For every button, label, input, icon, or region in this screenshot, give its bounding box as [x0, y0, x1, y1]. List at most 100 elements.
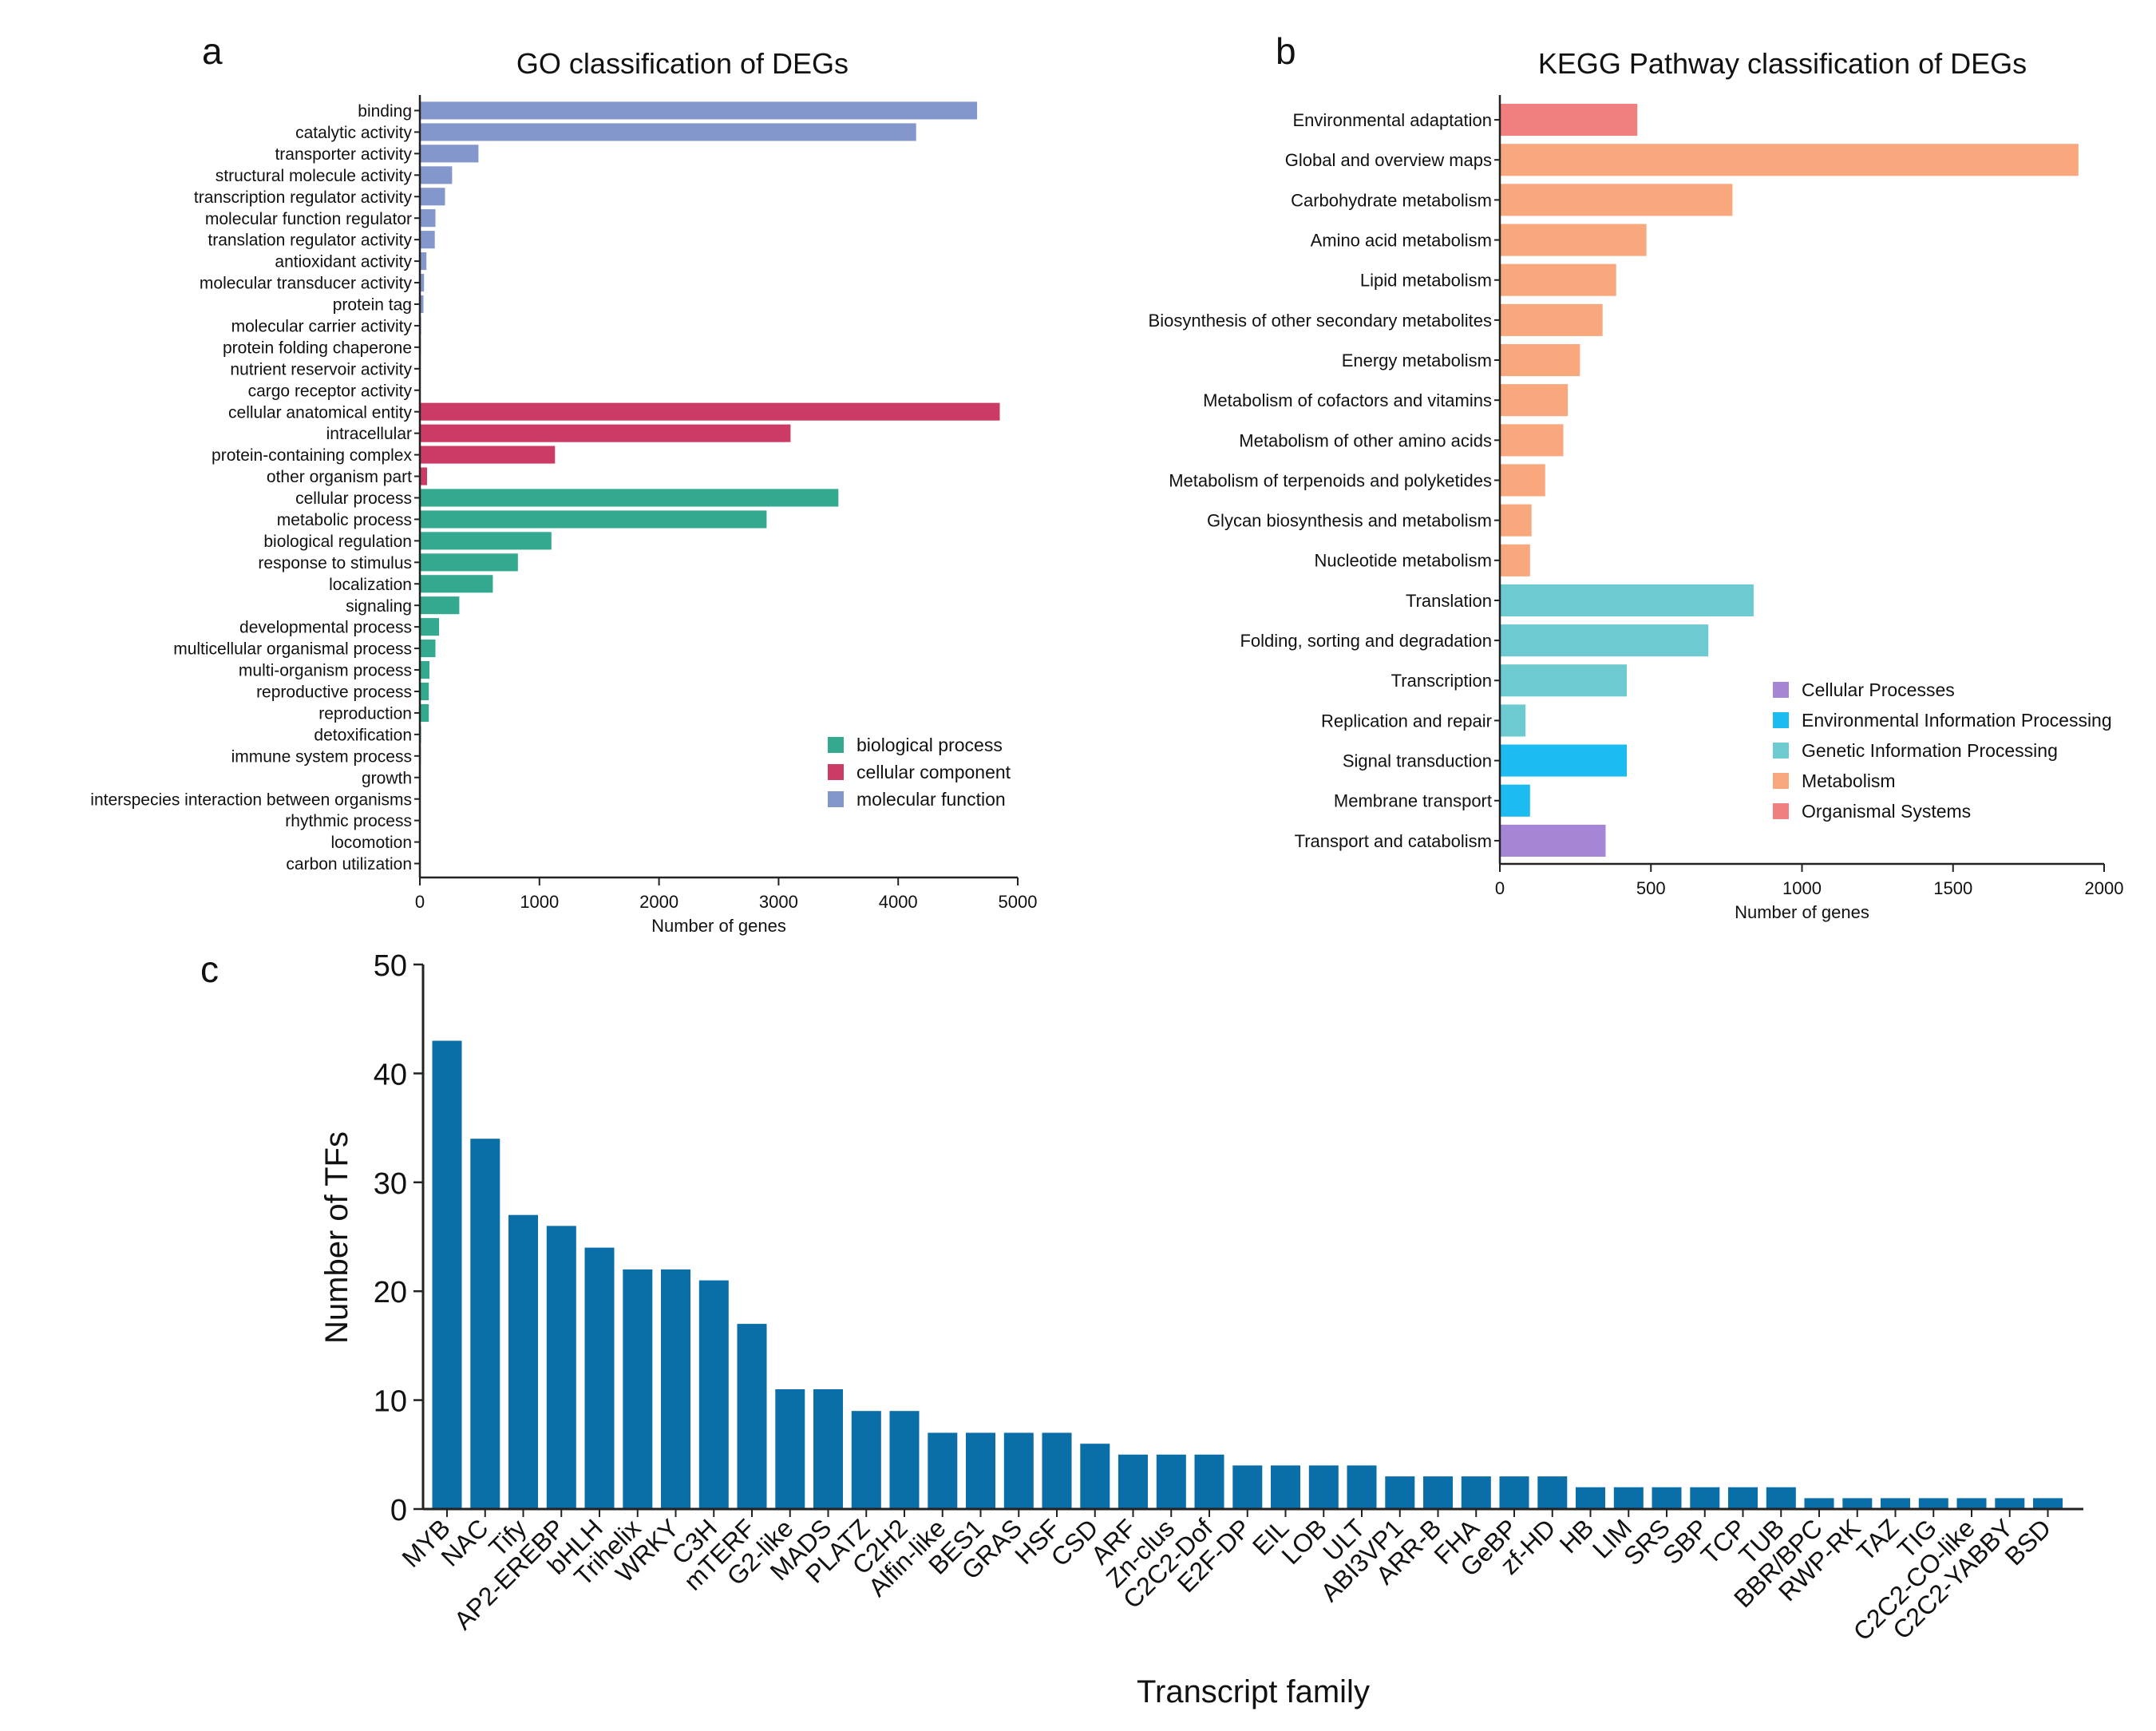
legend-swatch [1773, 773, 1789, 789]
bar [1652, 1487, 1682, 1509]
category-label: Membrane transport [1334, 791, 1492, 811]
category-label: immune system process [231, 747, 412, 766]
bar [1156, 1454, 1186, 1509]
bar [1271, 1465, 1300, 1509]
bar [1500, 704, 1526, 737]
bar [420, 231, 435, 249]
bar [1804, 1498, 1834, 1509]
bar [623, 1269, 653, 1509]
bar [420, 188, 445, 206]
bar [420, 252, 427, 271]
category-label: carbon utilization [286, 855, 412, 873]
chart-title: KEGG Pathway classification of DEGs [1538, 47, 2027, 80]
bar [928, 1432, 958, 1509]
category-label: protein-containing complex [212, 446, 412, 465]
bar [1500, 344, 1580, 377]
category-label: protein folding chaperone [223, 339, 412, 357]
category-label: molecular function regulator [205, 210, 412, 228]
category-label: Lipid metabolism [1360, 271, 1492, 291]
category-label: other organism part [267, 468, 412, 486]
bar [1500, 744, 1627, 777]
bar [420, 661, 429, 679]
panel-a-letter: a [202, 30, 223, 72]
bar [966, 1432, 995, 1509]
legend-label: cellular component [856, 762, 1011, 782]
x-tick-label: 2000 [2085, 878, 2124, 898]
bar [420, 618, 439, 636]
legend-label: Environmental Information Processing [1802, 710, 2112, 731]
legend-label: Metabolism [1802, 770, 1896, 791]
legend-swatch [1773, 682, 1789, 698]
y-tick-label: 40 [374, 1058, 407, 1091]
category-label: cargo receptor activity [248, 382, 413, 400]
bar [1500, 184, 1733, 216]
bar [1728, 1487, 1758, 1509]
category-label: Environmental adaptation [1293, 110, 1493, 130]
bar [1194, 1454, 1224, 1509]
category-label: transporter activity [275, 145, 412, 164]
bar [1842, 1498, 1873, 1509]
bar [432, 1040, 462, 1509]
legend-swatch [828, 764, 844, 780]
legend-swatch [1773, 743, 1789, 759]
bar [420, 295, 424, 313]
category-label: translation regulator activity [208, 232, 412, 250]
x-tick-label: 0 [1495, 878, 1505, 898]
category-label: intracellular [326, 425, 412, 443]
category-label: Folding, sorting and degradation [1240, 631, 1492, 651]
bar [420, 575, 493, 593]
category-label: interspecies interaction between organis… [90, 790, 412, 809]
x-tick-label: 0 [415, 892, 425, 912]
bar [1118, 1454, 1148, 1509]
bar [420, 467, 427, 485]
bar [1500, 544, 1530, 576]
bar [546, 1226, 576, 1509]
bar [1500, 104, 1638, 137]
category-label: Translation [1406, 591, 1492, 611]
y-tick-label: 0 [390, 1494, 407, 1527]
category-label: localization [329, 576, 412, 594]
y-tick-label: 20 [374, 1276, 407, 1309]
bar [661, 1269, 690, 1509]
legend-label: Genetic Information Processing [1802, 740, 2058, 761]
panel-b-letter: b [1276, 30, 1296, 72]
bar [584, 1247, 615, 1509]
bar [1385, 1476, 1415, 1509]
bar [1042, 1432, 1072, 1509]
bar [1500, 504, 1532, 537]
bar [1881, 1498, 1910, 1509]
bar [470, 1139, 500, 1509]
category-label: metabolic process [277, 511, 412, 529]
bar [1766, 1487, 1796, 1509]
y-tick-label: 10 [374, 1385, 407, 1419]
x-tick-label: 5000 [999, 892, 1038, 912]
legend-label: biological process [856, 735, 1003, 755]
bar [813, 1389, 843, 1509]
category-label: biological regulation [263, 533, 412, 551]
bar [1500, 224, 1647, 256]
bar [1500, 263, 1616, 296]
category-label: Metabolism of cofactors and vitamins [1203, 390, 1492, 410]
x-tick-label: 1000 [1782, 878, 1822, 898]
transcript-family-chart: MYBNACTifyAP2-EREBPbHLHTrihelixWRKYC3HmT… [319, 949, 2083, 1709]
category-label: cellular anatomical entity [228, 403, 412, 422]
bar [420, 123, 916, 141]
bar [1500, 303, 1603, 336]
bar [2033, 1498, 2063, 1509]
bar [1500, 464, 1545, 497]
category-label: locomotion [330, 834, 412, 852]
bar [851, 1411, 881, 1509]
category-label: Amino acid metabolism [1311, 231, 1492, 251]
legend-swatch [828, 737, 844, 753]
category-label: Glycan biosynthesis and metabolism [1207, 511, 1492, 531]
bar [420, 489, 839, 507]
bar [1500, 144, 2079, 176]
bar [889, 1411, 920, 1509]
bar [1995, 1498, 2025, 1509]
y-tick-label: 30 [374, 1167, 407, 1201]
category-label: growth [362, 769, 412, 787]
kegg-pathway-chart: KEGG Pathway classification of DEGs Envir… [1149, 47, 2124, 922]
chart-title: GO classification of DEGs [516, 47, 849, 80]
category-label: reproductive process [256, 683, 412, 702]
